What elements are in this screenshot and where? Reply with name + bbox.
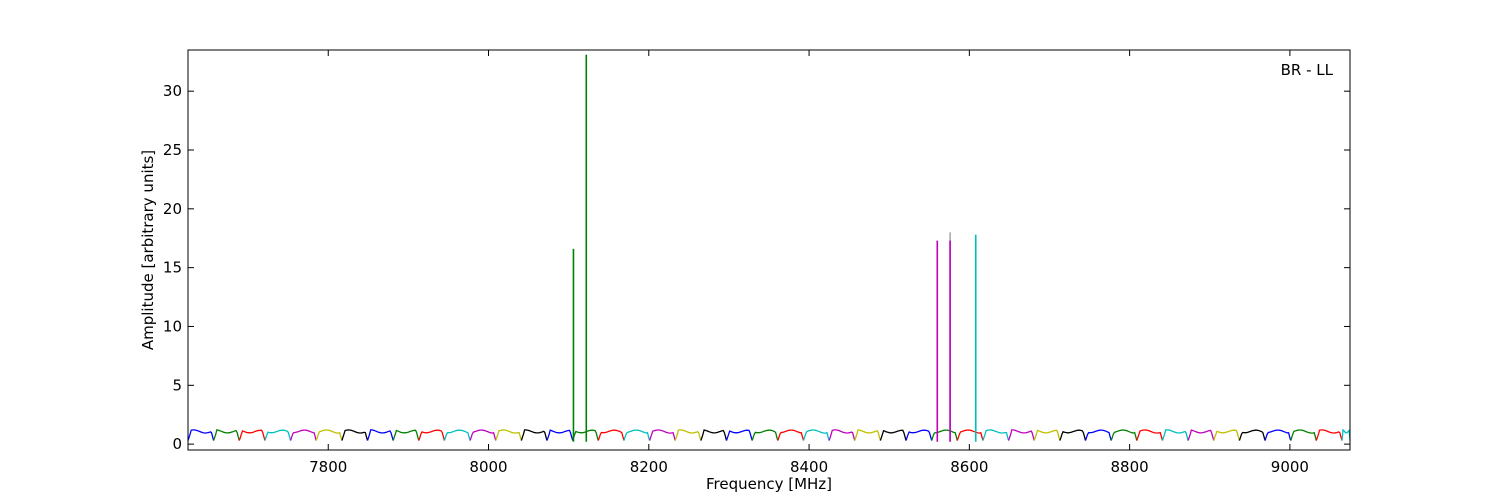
subband-series-line xyxy=(905,429,933,441)
subband-series-line xyxy=(366,429,394,441)
subband-series-line xyxy=(982,429,1010,441)
subband-series-line xyxy=(443,429,471,441)
y-axis-ticks: 0 5 10 15 20 25 30 xyxy=(163,82,1350,453)
subband-series-line xyxy=(1161,429,1189,441)
x-tick-label: 9000 xyxy=(1271,458,1309,476)
y-axis-label: Amplitude [arbitrary units] xyxy=(139,150,157,350)
subband-series-line xyxy=(1136,429,1164,441)
subband-series-line xyxy=(418,429,446,441)
subband-series-line xyxy=(1033,429,1061,441)
y-tick-label: 30 xyxy=(163,82,182,100)
subband-series-line xyxy=(187,429,215,441)
subband-series-line xyxy=(1213,429,1241,441)
subband-series-line xyxy=(289,429,317,441)
subband-series-line xyxy=(700,429,728,441)
subband-series-line xyxy=(648,429,676,441)
subband-series-line xyxy=(751,429,779,441)
subband-series-line xyxy=(212,429,240,441)
subband-series-line xyxy=(623,429,651,441)
y-tick-label: 0 xyxy=(172,435,182,453)
x-tick-label: 8600 xyxy=(950,458,988,476)
x-tick-label: 8200 xyxy=(630,458,668,476)
series-layer xyxy=(187,428,1351,441)
y-tick-label: 25 xyxy=(163,141,182,159)
spike-layer xyxy=(572,54,977,442)
x-tick-label: 8800 xyxy=(1111,458,1149,476)
subband-series-line xyxy=(520,429,548,441)
subband-series-line xyxy=(1007,429,1035,441)
subband-series-line xyxy=(828,429,856,441)
subband-series-line xyxy=(1084,429,1112,441)
x-tick-label: 8000 xyxy=(469,458,507,476)
x-axis-ticks: 7800 8000 8200 8400 8600 8800 9000 xyxy=(309,50,1309,476)
subband-series-line xyxy=(725,429,753,441)
plot-frame xyxy=(187,49,1351,451)
subband-series-line xyxy=(1341,428,1351,441)
subband-series-line xyxy=(956,429,984,441)
subband-series-line xyxy=(1315,429,1343,441)
subband-series-line xyxy=(392,429,420,441)
subband-series-line xyxy=(1187,429,1215,441)
corner-annotation: BR - LL xyxy=(1281,61,1334,79)
subband-series-line xyxy=(1110,429,1138,441)
subband-series-line xyxy=(315,429,343,441)
subband-series-line xyxy=(597,429,625,441)
subband-series-line xyxy=(1264,429,1292,441)
subband-series-line xyxy=(238,429,266,441)
subband-series-line xyxy=(1290,429,1317,441)
subband-series-line xyxy=(495,429,523,441)
subband-series-line xyxy=(264,429,292,441)
subband-series-line xyxy=(777,429,805,441)
x-tick-label: 7800 xyxy=(309,458,347,476)
x-tick-label: 8400 xyxy=(790,458,828,476)
subband-series-line xyxy=(802,429,830,441)
y-tick-label: 10 xyxy=(163,317,182,335)
subband-series-line xyxy=(1238,429,1266,441)
subband-series-line xyxy=(879,429,907,441)
x-axis-label: Frequency [MHz] xyxy=(706,475,832,493)
subband-series-line xyxy=(674,429,702,441)
subband-series-line xyxy=(341,429,369,441)
y-tick-label: 5 xyxy=(172,376,182,394)
subband-series-line xyxy=(1059,429,1087,441)
subband-series-line xyxy=(469,429,497,441)
subband-series-line xyxy=(854,429,882,441)
y-tick-label: 20 xyxy=(163,200,182,218)
subband-series-line xyxy=(546,429,574,441)
subband-series-line xyxy=(931,429,958,441)
y-tick-label: 15 xyxy=(163,259,182,277)
